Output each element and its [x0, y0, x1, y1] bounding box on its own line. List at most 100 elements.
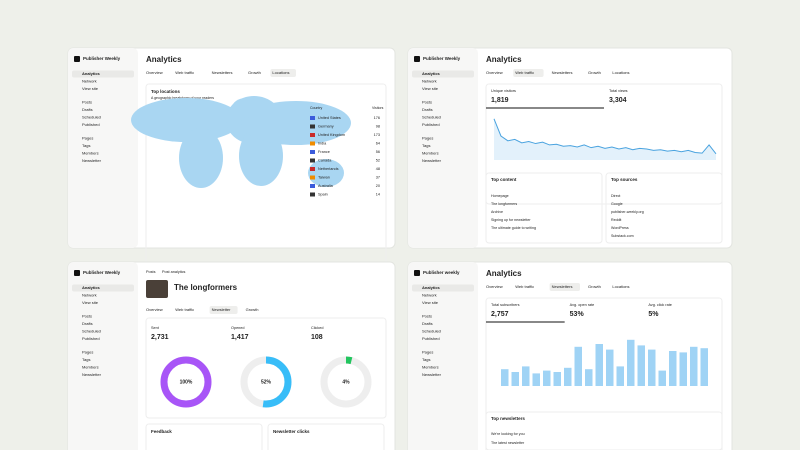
- nav-item[interactable]: Scheduled: [82, 329, 101, 334]
- nav-item[interactable]: Published: [82, 336, 100, 341]
- stat-label: Sent: [151, 326, 160, 330]
- tab-active: [549, 283, 580, 291]
- tab[interactable]: Overview: [486, 284, 503, 289]
- nav-active: [412, 284, 474, 292]
- nav-item[interactable]: View site: [82, 300, 99, 305]
- tab-active: [513, 69, 544, 77]
- tab[interactable]: Newsletters: [552, 284, 573, 289]
- tab[interactable]: Overview: [146, 307, 163, 312]
- site-name: Publisher Weekly: [83, 270, 121, 275]
- nav-item[interactable]: View site: [82, 86, 99, 91]
- tab[interactable]: Overview: [486, 70, 503, 75]
- bar: [522, 366, 530, 386]
- tab[interactable]: Newsletter: [212, 307, 232, 312]
- tab[interactable]: Growth: [588, 70, 601, 75]
- nav-item[interactable]: Pages: [82, 350, 93, 355]
- nav-item[interactable]: Drafts: [82, 321, 93, 326]
- nav-item[interactable]: Published: [422, 336, 440, 341]
- nav-item[interactable]: Newsletter: [82, 372, 102, 377]
- stat-value: 2,731: [151, 334, 169, 341]
- nav-item[interactable]: Newsletter: [422, 158, 442, 163]
- nav-item[interactable]: Scheduled: [82, 115, 101, 120]
- nav-item[interactable]: Analytics: [82, 71, 101, 76]
- stat-label: Avg. click rate: [648, 303, 672, 307]
- card: [145, 423, 263, 450]
- nav-item[interactable]: Posts: [82, 314, 92, 319]
- nav-item[interactable]: Tags: [422, 143, 430, 148]
- tab[interactable]: Overview: [146, 70, 163, 75]
- country: Spain: [318, 193, 328, 197]
- list-item: Reddit: [611, 218, 621, 222]
- nav-item[interactable]: Analytics: [82, 285, 101, 290]
- nav-item[interactable]: Network: [422, 293, 437, 298]
- nav-item[interactable]: Drafts: [422, 107, 433, 112]
- nav-item[interactable]: Posts: [422, 100, 432, 105]
- nav-item[interactable]: View site: [422, 86, 439, 91]
- stat-value: 53%: [570, 311, 585, 318]
- country: Taiwan: [318, 176, 330, 180]
- nav-item[interactable]: Analytics: [422, 285, 441, 290]
- tab[interactable]: Locations: [612, 284, 629, 289]
- country-value: 14: [376, 193, 380, 197]
- flag: [310, 141, 315, 146]
- nav-item[interactable]: Pages: [422, 350, 433, 355]
- bar: [648, 349, 656, 386]
- post-title: The longformers: [174, 283, 238, 292]
- tab[interactable]: Web traffic: [515, 70, 534, 75]
- bar: [627, 339, 635, 386]
- tab[interactable]: Web traffic: [175, 307, 194, 312]
- stat-label: Total views: [609, 89, 628, 93]
- nav-item[interactable]: Published: [82, 122, 100, 127]
- list-header: Country: [310, 106, 323, 110]
- nav-item[interactable]: Members: [422, 151, 439, 156]
- nav-item[interactable]: Newsletter: [422, 372, 442, 377]
- country: United Kingdom: [318, 133, 345, 137]
- nav-item[interactable]: Posts: [422, 314, 432, 319]
- tab-active: [209, 306, 238, 314]
- tab[interactable]: Growth: [248, 70, 261, 75]
- nav-item[interactable]: Network: [422, 79, 437, 84]
- nav-item[interactable]: View site: [422, 300, 439, 305]
- stat-label: Total subscribers: [491, 303, 520, 307]
- nav-item[interactable]: Published: [422, 122, 440, 127]
- tab[interactable]: Web traffic: [175, 70, 194, 75]
- nav-item[interactable]: Tags: [422, 357, 430, 362]
- stat-value: 5%: [648, 311, 659, 318]
- nav-item[interactable]: Posts: [82, 100, 92, 105]
- section-title: Newsletter clicks: [273, 429, 310, 434]
- card: [145, 317, 387, 419]
- tab[interactable]: Growth: [588, 284, 601, 289]
- tab[interactable]: Growth: [246, 307, 259, 312]
- nav-item[interactable]: Network: [82, 79, 97, 84]
- nav-item[interactable]: Scheduled: [422, 115, 441, 120]
- flag: [310, 184, 315, 188]
- nav-item[interactable]: Members: [82, 365, 99, 370]
- nav-item[interactable]: Members: [422, 365, 439, 370]
- nav-item[interactable]: Network: [82, 293, 97, 298]
- nav-item[interactable]: Pages: [82, 136, 93, 141]
- country: Germany: [318, 125, 334, 129]
- nav-item[interactable]: Tags: [82, 357, 90, 362]
- nav-item[interactable]: Drafts: [422, 321, 433, 326]
- nav-item[interactable]: Pages: [422, 136, 433, 141]
- sidebar: [68, 262, 138, 450]
- tab[interactable]: Newsletters: [212, 70, 233, 75]
- tab[interactable]: Locations: [272, 70, 289, 75]
- nav-item[interactable]: Newsletter: [82, 158, 102, 163]
- section-title: Top newsletters: [491, 416, 525, 421]
- site-name: Publisher Weekly: [423, 56, 461, 61]
- nav-item[interactable]: Analytics: [422, 71, 441, 76]
- tab[interactable]: Locations: [612, 70, 629, 75]
- page-title: Analytics: [486, 269, 522, 278]
- stat-value: 108: [311, 334, 323, 341]
- country-value: 52: [376, 159, 380, 163]
- nav-item[interactable]: Members: [82, 151, 99, 156]
- tab[interactable]: Web traffic: [515, 284, 534, 289]
- nav-item[interactable]: Drafts: [82, 107, 93, 112]
- nav-item[interactable]: Scheduled: [422, 329, 441, 334]
- tab[interactable]: Newsletters: [552, 70, 573, 75]
- stat-value: 3,304: [609, 97, 627, 104]
- list-header: Visitors: [372, 106, 384, 110]
- nav-item[interactable]: Tags: [82, 143, 90, 148]
